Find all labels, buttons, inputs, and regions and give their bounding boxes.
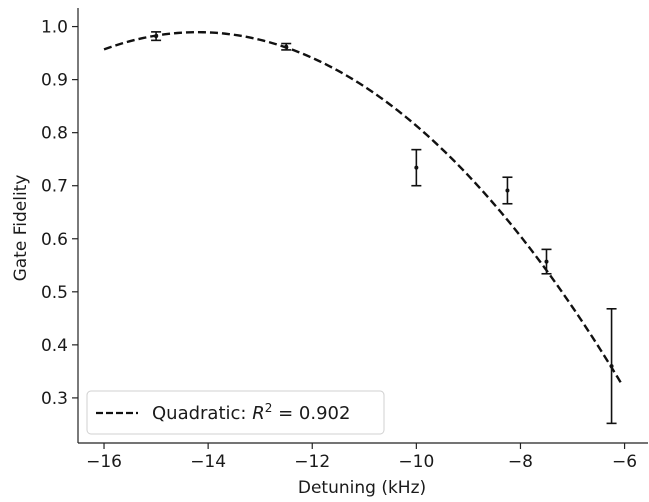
x-tick-label: −16 <box>86 452 122 472</box>
data-point <box>414 165 419 170</box>
x-tick-label: −12 <box>294 452 330 472</box>
legend-label-exponent: 2 <box>265 401 273 415</box>
x-tick-label: −10 <box>398 452 434 472</box>
x-tick-label: −14 <box>190 452 226 472</box>
x-tick-label: −6 <box>612 452 637 472</box>
legend-label-value: = 0.902 <box>272 403 350 424</box>
y-axis-title: Gate Fidelity <box>11 175 31 282</box>
legend-label: Quadratic: R2 = 0.902 <box>152 401 350 424</box>
data-point <box>609 364 614 369</box>
axes <box>77 8 648 444</box>
y-tick-label: 0.6 <box>41 230 68 250</box>
y-tick-label: 0.9 <box>41 71 68 91</box>
legend-box <box>86 390 385 435</box>
data-points-layer <box>151 31 617 425</box>
quadratic-fit-line <box>103 30 623 386</box>
y-tick-label: 1.0 <box>41 18 68 38</box>
y-tick-label: 0.8 <box>41 124 68 144</box>
x-axis-title: Detuning (kHz) <box>298 478 426 498</box>
ticks: −16 −14 −12 −10 −8 −6 0.3 0.4 0.5 0.6 0.7 0.8 0.9 1.0 <box>41 18 637 472</box>
data-point <box>284 44 289 49</box>
data-point <box>154 34 159 39</box>
legend: Quadratic: R2 = 0.902 <box>86 390 385 435</box>
x-tick-label: −8 <box>508 452 533 472</box>
data-point <box>505 188 510 193</box>
data-point <box>544 259 549 264</box>
y-tick-label: 0.7 <box>41 177 68 197</box>
fit-curve-layer <box>103 30 623 386</box>
y-tick-label: 0.5 <box>41 283 68 303</box>
legend-label-prefix: Quadratic: <box>152 403 252 424</box>
y-tick-label: 0.3 <box>41 389 68 409</box>
legend-label-r: R <box>252 403 265 424</box>
y-tick-label: 0.4 <box>41 336 68 356</box>
